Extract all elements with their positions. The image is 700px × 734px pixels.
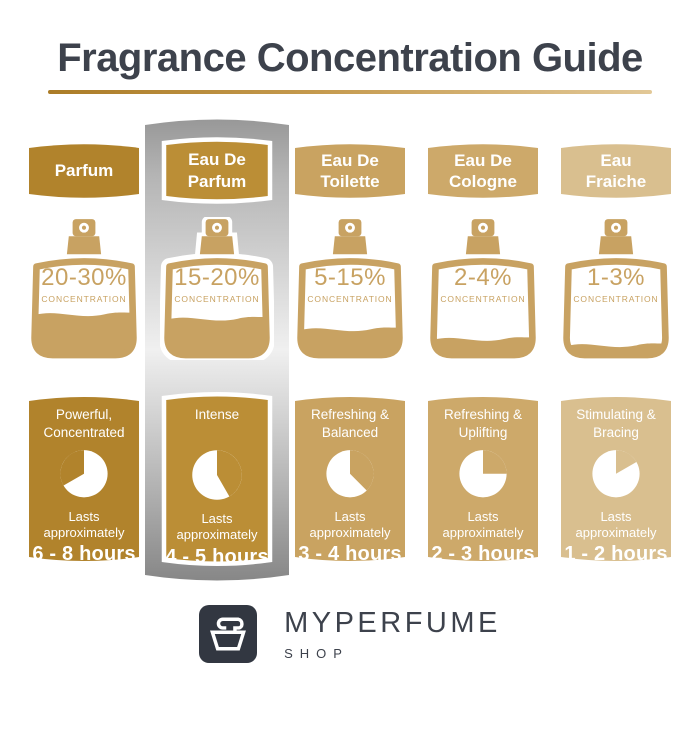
lasts-label: Lasts approximately bbox=[442, 508, 524, 540]
type-badge-label: Eau De Parfum bbox=[187, 150, 247, 191]
badge-ribbon-shape bbox=[428, 144, 538, 198]
badge-ribbon-shape bbox=[561, 144, 671, 198]
duration-value: 2 - 3 hours bbox=[431, 543, 535, 565]
page-title: Fragrance Concentration Guide bbox=[57, 36, 643, 80]
clock-icon bbox=[592, 450, 640, 498]
card-content: Stimulating & Bracing Lasts approximatel… bbox=[560, 392, 672, 566]
perfume-bottle: 20-30% CONCENTRATION bbox=[28, 217, 140, 363]
concentration-value: 2-4% bbox=[453, 264, 513, 291]
type-badge-label: Eau Fraiche bbox=[585, 150, 647, 191]
info-card: Refreshing & Balanced Lasts approximatel… bbox=[294, 392, 406, 566]
concentration-label: CONCENTRATION bbox=[573, 294, 659, 304]
lasts-label: Lasts approximately bbox=[176, 511, 258, 543]
info-card: Refreshing & Uplifting Lasts approximate… bbox=[427, 392, 539, 566]
scent-description: Refreshing & Uplifting bbox=[443, 407, 523, 440]
scent-description: Stimulating & Bracing bbox=[576, 407, 656, 440]
type-badge-label: Eau De Toilette bbox=[320, 150, 380, 191]
scent-description: Intense bbox=[194, 407, 240, 422]
clock-icon bbox=[326, 450, 374, 498]
concentration-value: 15-20% bbox=[174, 264, 260, 291]
brand-logo bbox=[199, 605, 258, 663]
perfume-bottle-icon bbox=[426, 217, 540, 360]
badge-ribbon-shape bbox=[161, 137, 273, 204]
brand-footer: MYPERFUME SHOP bbox=[0, 605, 700, 663]
column-eau-de-parfum: Eau De Parfum 15-20% CONCENTRATION Inten… bbox=[145, 113, 289, 587]
badge-ribbon-shape bbox=[295, 144, 405, 198]
info-card: Powerful, Concentrated Lasts approximate… bbox=[28, 392, 140, 566]
column-eau-fraiche: Eau Fraiche 1-3% CONCENTRATION Stimulati… bbox=[560, 113, 672, 587]
perfume-bottle-icon bbox=[293, 217, 407, 360]
type-badge: Eau De Parfum bbox=[161, 133, 273, 208]
badge-ribbon-shape bbox=[29, 144, 139, 198]
type-badge: Parfum bbox=[28, 140, 140, 202]
perfume-bottle-icon bbox=[27, 217, 141, 360]
perfume-bottle-logo-icon bbox=[210, 617, 247, 651]
type-badge-label: Parfum bbox=[54, 161, 114, 181]
concentration-label: CONCENTRATION bbox=[440, 294, 526, 304]
scent-description: Refreshing & Balanced bbox=[310, 407, 390, 440]
card-content: Powerful, Concentrated Lasts approximate… bbox=[28, 392, 140, 566]
card-content: Refreshing & Balanced Lasts approximatel… bbox=[294, 392, 406, 566]
lasts-label: Lasts approximately bbox=[309, 508, 391, 540]
lasts-label: Lasts approximately bbox=[575, 508, 657, 540]
perfume-bottle-icon bbox=[559, 217, 673, 360]
concentration-label: CONCENTRATION bbox=[41, 294, 127, 304]
duration-value: 1 - 2 hours bbox=[564, 543, 668, 565]
concentration-value: 1-3% bbox=[586, 264, 646, 291]
duration-value: 6 - 8 hours bbox=[32, 543, 136, 565]
brand-subtitle: SHOP bbox=[284, 646, 349, 661]
type-badge: Eau De Toilette bbox=[294, 140, 406, 202]
gold-divider bbox=[48, 90, 652, 94]
card-content: Refreshing & Uplifting Lasts approximate… bbox=[427, 392, 539, 566]
brand-name: MYPERFUME bbox=[284, 607, 501, 639]
perfume-bottle: 5-15% CONCENTRATION bbox=[294, 217, 406, 363]
column-eau-de-toilette: Eau De Toilette 5-15% CONCENTRATION Refr… bbox=[294, 113, 406, 587]
info-card: Intense Lasts approximately 4 - 5 hours bbox=[161, 387, 273, 571]
concentration-label: CONCENTRATION bbox=[307, 294, 393, 304]
concentration-value: 5-15% bbox=[314, 264, 386, 291]
perfume-bottle: 15-20% CONCENTRATION bbox=[160, 217, 274, 363]
perfume-bottle: 2-4% CONCENTRATION bbox=[427, 217, 539, 363]
brand-name-block: MYPERFUME SHOP bbox=[284, 607, 501, 661]
scent-description: Powerful, Concentrated bbox=[43, 407, 125, 440]
duration-value: 4 - 5 hours bbox=[165, 545, 269, 568]
info-card: Stimulating & Bracing Lasts approximatel… bbox=[560, 392, 672, 566]
concentration-value: 20-30% bbox=[41, 264, 127, 291]
clock-icon bbox=[60, 450, 108, 498]
lasts-label: Lasts approximately bbox=[43, 508, 125, 540]
fragrance-columns: Parfum 20-30% CONCENTRATION Powerful, Co… bbox=[28, 113, 672, 587]
type-badge: Eau Fraiche bbox=[560, 140, 672, 202]
duration-value: 3 - 4 hours bbox=[298, 543, 402, 565]
type-badge: Eau De Cologne bbox=[427, 140, 539, 202]
concentration-label: CONCENTRATION bbox=[174, 294, 260, 304]
perfume-bottle-icon bbox=[160, 217, 274, 360]
column-eau-de-cologne: Eau De Cologne 2-4% CONCENTRATION Refres… bbox=[427, 113, 539, 587]
card-content: Intense Lasts approximately 4 - 5 hours bbox=[161, 387, 273, 571]
clock-icon bbox=[459, 450, 507, 498]
clock-icon bbox=[192, 450, 242, 500]
type-badge-label: Eau De Cologne bbox=[449, 150, 517, 191]
perfume-bottle: 1-3% CONCENTRATION bbox=[560, 217, 672, 363]
column-parfum: Parfum 20-30% CONCENTRATION Powerful, Co… bbox=[28, 113, 140, 587]
